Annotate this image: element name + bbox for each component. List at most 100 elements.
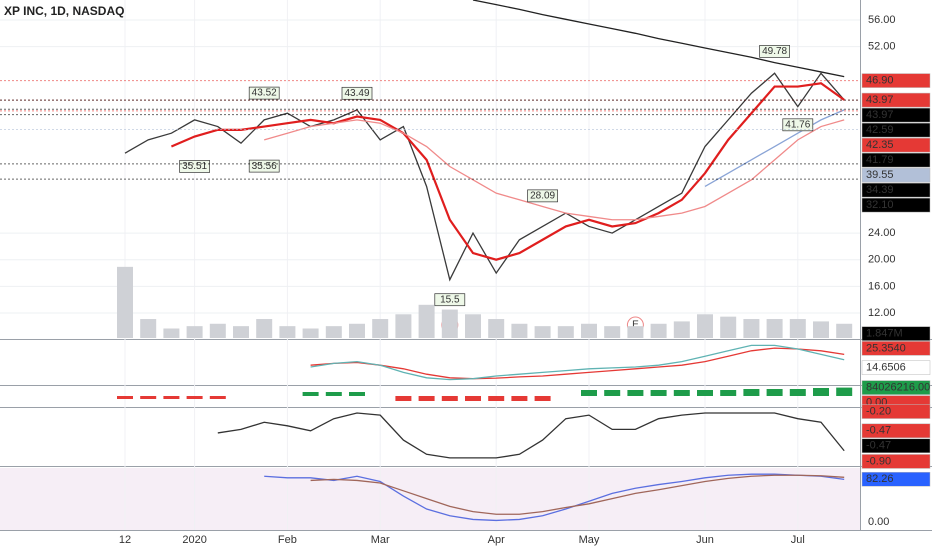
bar (534, 326, 551, 338)
bar (581, 390, 597, 396)
price-annotation: 28.09 (530, 191, 555, 202)
bar (673, 390, 690, 396)
price-annotation-box (782, 118, 814, 132)
price-label: 34.39 (866, 184, 894, 196)
price-label-box (861, 404, 931, 419)
x-tick-label: Jul (791, 534, 805, 546)
bar (813, 388, 829, 396)
price-annotation-box (434, 293, 466, 307)
bar (650, 323, 667, 338)
bar (627, 390, 644, 396)
bar (279, 326, 296, 338)
price-annotation: 43.49 (344, 88, 369, 99)
bar (511, 396, 528, 401)
bar (233, 326, 249, 338)
price-annotation-box (179, 160, 210, 173)
bar (418, 304, 435, 338)
y-tick-label: 20.00 (868, 254, 896, 266)
bar (789, 319, 806, 338)
bar (766, 319, 783, 338)
price-label: 43.97 (866, 109, 894, 121)
price-label: 43.97 (866, 94, 894, 106)
y-tick-label: 52.00 (868, 41, 896, 53)
x-tick-label: Mar (371, 534, 390, 546)
bar (209, 323, 226, 338)
price-annotation-box (248, 159, 280, 173)
x-tick-label: Jun (696, 534, 714, 546)
bar (163, 396, 180, 399)
price-annotation: 35.51 (182, 161, 207, 172)
bar (511, 323, 528, 338)
price-label: 46.90 (866, 74, 894, 86)
price-label: 1.847M (866, 328, 903, 340)
price-label: 82.26 (866, 473, 894, 485)
price-annotation-box (341, 86, 373, 100)
bar (766, 389, 783, 396)
price-label-box (861, 380, 931, 395)
bar (604, 326, 621, 338)
price-label-box (861, 73, 931, 88)
price-label-box (861, 423, 931, 439)
bar (349, 392, 365, 396)
bar (140, 396, 157, 399)
price-label-box (861, 92, 931, 108)
y-tick-label: 16.00 (868, 280, 896, 292)
bar (349, 323, 365, 338)
earnings-label: E (632, 320, 639, 331)
bar (488, 396, 505, 401)
price-label-box (861, 152, 931, 168)
bar (186, 326, 203, 338)
bar (209, 396, 226, 399)
bar (395, 396, 412, 401)
bar (372, 319, 389, 338)
price-label: -0.47 (866, 425, 891, 437)
bar (325, 392, 342, 396)
bar (117, 396, 133, 399)
price-label: 42.35 (866, 139, 894, 151)
bar (441, 396, 458, 401)
series-line (264, 473, 845, 522)
bar (789, 389, 806, 396)
bar (836, 323, 853, 338)
bar (813, 321, 829, 338)
bar (488, 319, 505, 338)
price-annotation: 35.56 (252, 161, 277, 172)
price-label: 84026216.00 (866, 382, 930, 394)
bar (627, 326, 644, 338)
price-annotation: 43.52 (252, 88, 277, 99)
bar (395, 314, 412, 338)
x-tick-label: Apr (488, 534, 505, 546)
price-label: 25.3540 (866, 342, 906, 354)
bar (836, 387, 853, 396)
price-label: 42.59 (866, 124, 894, 136)
bar (256, 319, 273, 338)
y-tick-label: 56.00 (868, 14, 896, 26)
bar (697, 314, 713, 338)
x-tick-label: 12 (119, 534, 131, 546)
price-label-box (861, 107, 931, 123)
series-line (124, 72, 845, 282)
price-label: 39.55 (866, 169, 894, 181)
bar (186, 396, 203, 399)
price-annotation: 15.5 (440, 294, 460, 305)
series-line (472, 0, 845, 78)
series-line (704, 109, 845, 188)
series-line (310, 347, 845, 380)
bar (650, 390, 667, 396)
y-tick-label: 24.00 (868, 227, 896, 239)
x-tick-label: May (579, 534, 600, 546)
y-tick-label: 12.00 (868, 307, 896, 319)
bar (743, 319, 760, 338)
x-tick-label: 2020 (182, 534, 206, 546)
price-annotation-box (759, 45, 790, 58)
price-label-box (861, 197, 931, 213)
x-tick-label: Feb (278, 534, 297, 546)
bar (465, 314, 481, 338)
price-label: 41.79 (866, 154, 894, 166)
bar (465, 396, 481, 401)
bar (302, 392, 319, 396)
chart-title: XP INC, 1D, NASDAQ (4, 4, 124, 18)
bar (673, 321, 690, 338)
price-label: -0.47 (866, 440, 891, 452)
price-label-box (861, 360, 931, 375)
